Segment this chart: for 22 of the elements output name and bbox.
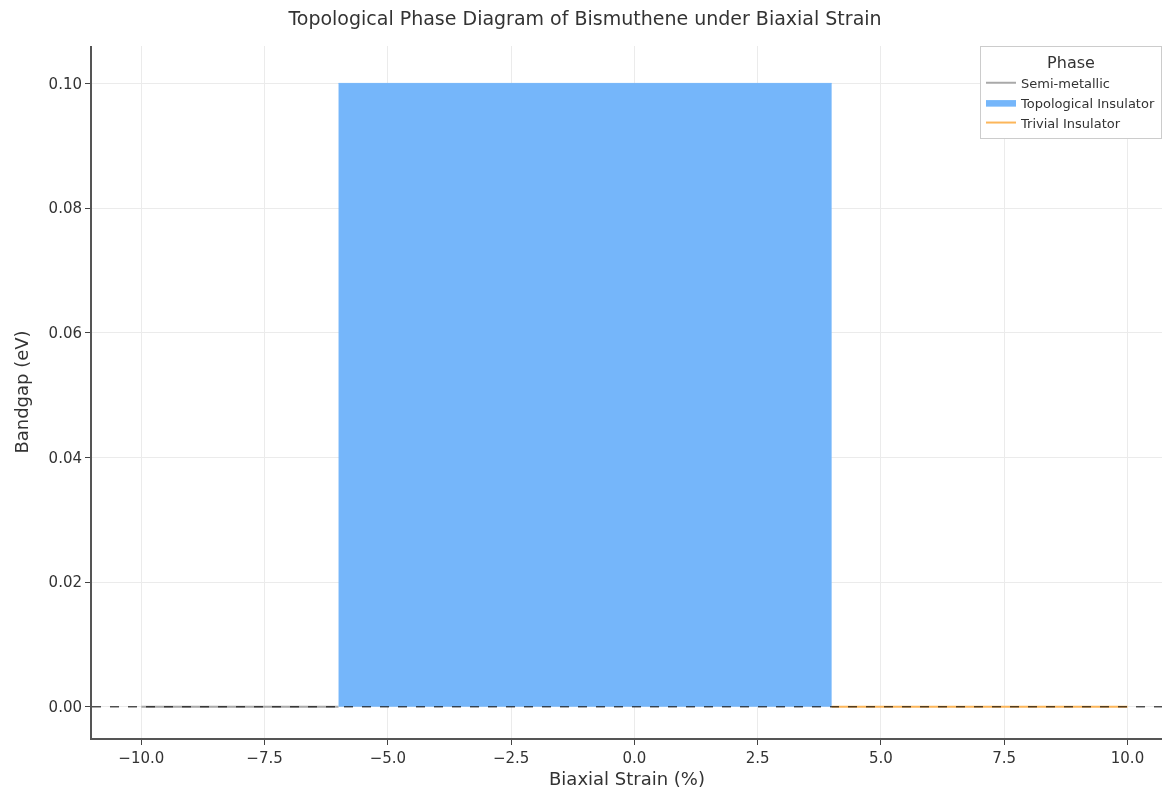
x-tick-label: −10.0 [118,749,165,767]
legend-title: Phase [1047,52,1095,72]
x-tick-label: 0.0 [622,749,647,767]
x-tick-label: 2.5 [745,749,770,767]
legend-label: Trivial Insulator [1020,115,1121,131]
x-axis-title: Biaxial Strain (%) [549,767,705,789]
x-tick-label: 10.0 [1110,749,1145,767]
x-tick-label: 5.0 [869,749,893,767]
legend-label: Semi-metallic [1021,75,1110,91]
y-tick-label: 0.08 [48,199,82,218]
y-tick-label: 0.00 [48,698,82,717]
x-tick-label: 7.5 [992,749,1017,767]
y-tick-label: 0.10 [48,74,82,93]
y-tick-label: 0.06 [48,324,82,343]
y-tick-label: 0.04 [48,448,82,467]
y-tick-label: 0.02 [48,573,82,592]
legend-label: Topological Insulator [1020,95,1155,111]
y-axis-title: Bandgap (eV) [11,330,33,454]
chart-title: Topological Phase Diagram of Bismuthene under Biaxial Strain [287,7,882,30]
x-tick-label: −5.0 [369,749,407,767]
x-tick-label: −2.5 [492,749,530,767]
x-tick-label: −7.5 [246,749,283,767]
